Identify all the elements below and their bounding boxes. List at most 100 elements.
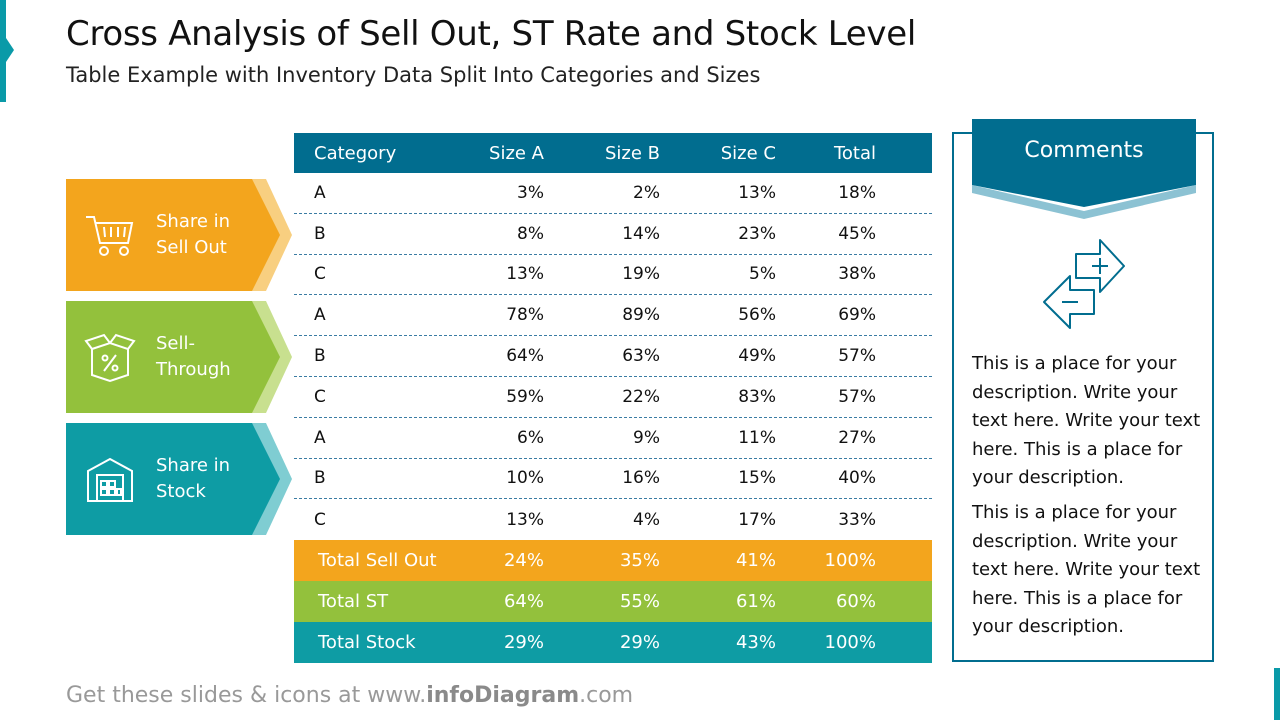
footer-credit: Get these slides & icons at www.infoDiag… (66, 683, 633, 708)
cell-size-a: 13% (506, 509, 544, 530)
inventory-table: Category Size A Size B Size C Total A 3%… (294, 133, 932, 664)
total-row-sell-out: Total Sell Out 24% 35% 41% 100% (294, 540, 932, 582)
cell-total: 57% (838, 386, 876, 407)
category-share-in-sell-out: Share in Sell Out (66, 179, 292, 291)
cell-size-c: 56% (738, 305, 776, 326)
cell-total: 33% (838, 509, 876, 530)
total-size-b: 35% (619, 550, 660, 572)
category-sell-through: Sell- Through (66, 301, 292, 413)
total-size-c: 43% (735, 632, 776, 654)
footer-prefix: Get these slides & icons at www. (66, 683, 427, 708)
cell-category: A (314, 427, 326, 448)
cell-category: B (314, 346, 326, 367)
table-row: A 3% 2% 13% 18% (294, 173, 932, 214)
table-row: C 13% 4% 17% 33% (294, 499, 932, 540)
category-label: Share in Stock (156, 455, 231, 502)
comment-paragraph: This is a place for your description. Wr… (972, 353, 1201, 488)
total-row-stock: Total Stock 29% 29% 43% 100% (294, 622, 932, 664)
cell-category: B (314, 223, 326, 244)
cell-size-b: 63% (622, 346, 660, 367)
warehouse-icon (87, 457, 133, 502)
total-row-st: Total ST 64% 55% 61% 60% (294, 581, 932, 623)
cell-total: 27% (838, 427, 876, 448)
cell-category: C (314, 386, 326, 407)
cell-total: 18% (838, 182, 876, 203)
total-label: Total ST (318, 591, 389, 613)
cell-category: A (314, 182, 326, 203)
total-label: Total Stock (318, 632, 416, 654)
header-size-b: Size B (604, 142, 660, 164)
table-row: C 13% 19% 5% 38% (294, 255, 932, 296)
table-row: C 59% 22% 83% 57% (294, 377, 932, 418)
table-row: A 6% 9% 11% 27% (294, 418, 932, 459)
cell-size-c: 17% (738, 509, 776, 530)
total-size-a: 64% (503, 591, 544, 613)
cell-size-a: 64% (506, 346, 544, 367)
header-size-c: Size C (720, 142, 776, 164)
total-size-a: 29% (503, 632, 544, 654)
right-accent-bar (1274, 668, 1280, 720)
cell-size-b: 89% (622, 305, 660, 326)
cell-category: A (314, 305, 326, 326)
header-category: Category (314, 142, 397, 164)
left-accent-bar (0, 0, 6, 102)
cell-size-c: 83% (738, 386, 776, 407)
cell-size-b: 16% (622, 468, 660, 489)
cell-size-c: 15% (738, 468, 776, 489)
cell-size-b: 2% (633, 182, 660, 203)
cell-total: 45% (838, 223, 876, 244)
total-size-c: 41% (735, 550, 776, 572)
cell-size-c: 13% (738, 182, 776, 203)
category-label: Share in Sell Out (156, 211, 231, 258)
plus-minus-arrows-icon (1043, 239, 1125, 329)
total-total: 100% (824, 550, 876, 572)
category-label: Sell- Through (156, 333, 231, 380)
cell-size-b: 19% (622, 264, 660, 285)
page-subtitle: Table Example with Inventory Data Split … (66, 63, 761, 87)
category-share-in-stock: Share in Stock (66, 423, 292, 535)
cell-category: B (314, 468, 326, 489)
cell-size-a: 13% (506, 264, 544, 285)
total-size-b: 55% (619, 591, 660, 613)
comment-paragraph: This is a place for your description. Wr… (972, 502, 1201, 637)
cell-size-a: 78% (506, 305, 544, 326)
comments-banner (972, 119, 1196, 219)
cell-size-c: 5% (749, 264, 776, 285)
cell-size-b: 9% (633, 427, 660, 448)
left-accent-notch (6, 38, 14, 62)
table-row: A 78% 89% 56% 69% (294, 295, 932, 337)
cell-size-c: 49% (738, 346, 776, 367)
cell-total: 38% (838, 264, 876, 285)
cell-size-a: 3% (517, 182, 544, 203)
total-total: 100% (824, 632, 876, 654)
cell-size-c: 11% (738, 427, 776, 448)
cell-category: C (314, 509, 326, 530)
comments-title: Comments (1024, 138, 1144, 163)
cell-size-a: 59% (506, 386, 544, 407)
total-total: 60% (835, 591, 876, 613)
footer-suffix: .com (579, 683, 634, 708)
cell-size-a: 10% (506, 468, 544, 489)
arrow-body (66, 179, 280, 291)
total-size-a: 24% (503, 550, 544, 572)
cell-size-b: 14% (622, 223, 660, 244)
page-title: Cross Analysis of Sell Out, ST Rate and … (66, 14, 916, 54)
arrow-body (66, 423, 280, 535)
table-header: Category Size A Size B Size C Total (294, 133, 932, 173)
table-row: B 8% 14% 23% 45% (294, 214, 932, 255)
shopping-cart-icon (86, 216, 134, 256)
cell-category: C (314, 264, 326, 285)
total-label: Total Sell Out (318, 550, 437, 572)
cell-total: 69% (838, 305, 876, 326)
header-size-a: Size A (489, 142, 544, 164)
cell-total: 40% (838, 468, 876, 489)
table-row: B 64% 63% 49% 57% (294, 336, 932, 377)
header-total: Total (833, 142, 876, 164)
footer-brand: infoDiagram (426, 683, 580, 708)
cell-size-a: 8% (517, 223, 544, 244)
cell-size-a: 6% (517, 427, 544, 448)
total-size-b: 29% (619, 632, 660, 654)
cell-size-b: 22% (622, 386, 660, 407)
cell-size-b: 4% (633, 509, 660, 530)
table-row: B 10% 16% 15% 40% (294, 459, 932, 500)
